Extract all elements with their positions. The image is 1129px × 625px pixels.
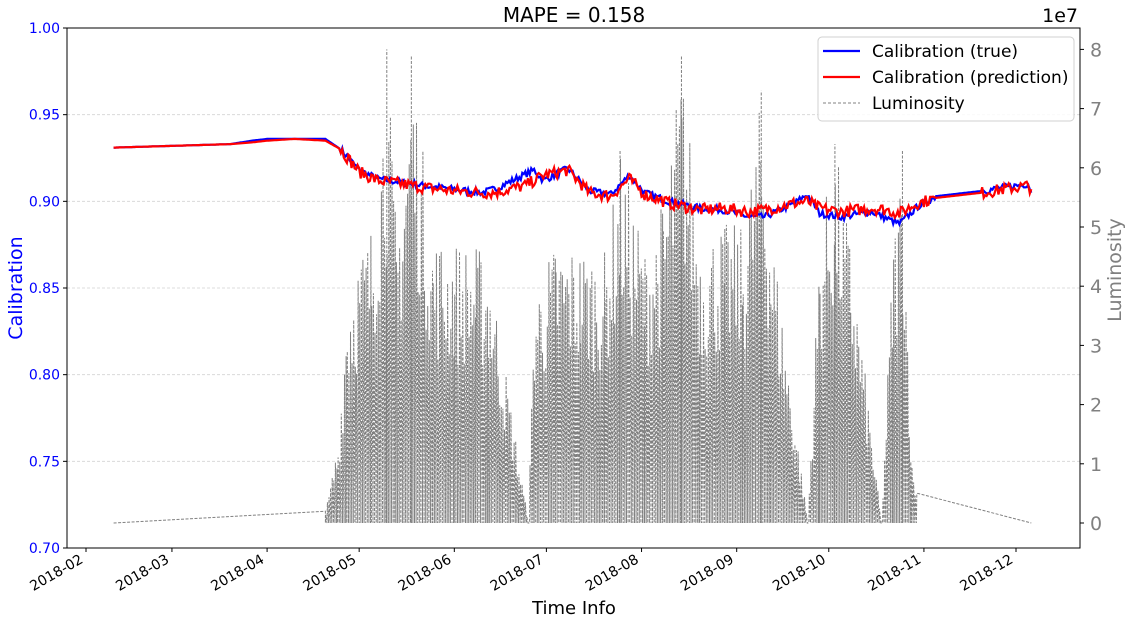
- y-tick-label: 0.70: [29, 541, 60, 557]
- calibration-prediction-line: [113, 137, 1033, 221]
- y-tick-label: 1.00: [29, 21, 60, 37]
- x-axis: 2018-02 2018-03 2018-04 2018-05 2018-06 2018-…: [27, 548, 1017, 595]
- right-axis-offset: 1e7: [1042, 5, 1078, 27]
- y-right-tick-label: 0: [1090, 513, 1102, 535]
- y-right-tick-label: 3: [1090, 335, 1102, 357]
- y-right-tick-label: 7: [1090, 99, 1102, 121]
- x-tick-label: 2018-06: [396, 552, 455, 595]
- legend-label-luminosity: Luminosity: [872, 94, 965, 114]
- x-tick-label: 2018-04: [208, 552, 267, 595]
- y-right-tick-label: 5: [1090, 217, 1102, 239]
- y-tick-label: 0.90: [29, 194, 60, 210]
- x-tick-label: 2018-09: [678, 552, 737, 595]
- legend-label-prediction: Calibration (prediction): [872, 68, 1068, 88]
- y-axis-label-left: Calibration: [5, 236, 27, 339]
- x-tick-label: 2018-10: [770, 552, 829, 595]
- x-tick-label: 2018-08: [583, 552, 642, 595]
- y-tick-label: 0.75: [29, 454, 60, 470]
- y-right-tick-label: 2: [1090, 395, 1102, 417]
- left-y-axis: 0.70 0.75 0.80 0.85 0.90 0.95 1.00: [29, 21, 67, 557]
- x-tick-label: 2018-02: [27, 552, 86, 595]
- y-right-tick-label: 6: [1090, 158, 1102, 180]
- x-axis-label: Time Info: [531, 598, 616, 619]
- chart-title: MAPE = 0.158: [503, 3, 645, 27]
- legend: Calibration (true) Calibration (predicti…: [817, 36, 1075, 122]
- y-tick-label: 0.80: [29, 368, 60, 384]
- legend-label-true: Calibration (true): [872, 42, 1018, 62]
- x-tick-label: 2018-12: [957, 552, 1016, 595]
- y-axis-label-right: Luminosity: [1104, 218, 1126, 322]
- y-tick-label: 0.85: [29, 281, 60, 297]
- x-tick-label: 2018-07: [488, 552, 547, 595]
- right-y-axis: 0 1 2 3 4 5 6 7 8: [1080, 39, 1102, 535]
- y-right-tick-label: 8: [1090, 39, 1102, 61]
- luminosity-series: [113, 49, 1032, 524]
- x-tick-label: 2018-11: [865, 552, 924, 595]
- y-right-tick-label: 4: [1090, 276, 1102, 298]
- x-tick-label: 2018-05: [301, 552, 360, 595]
- y-right-tick-label: 1: [1090, 454, 1102, 476]
- y-tick-label: 0.95: [29, 108, 60, 124]
- x-tick-label: 2018-03: [113, 552, 172, 595]
